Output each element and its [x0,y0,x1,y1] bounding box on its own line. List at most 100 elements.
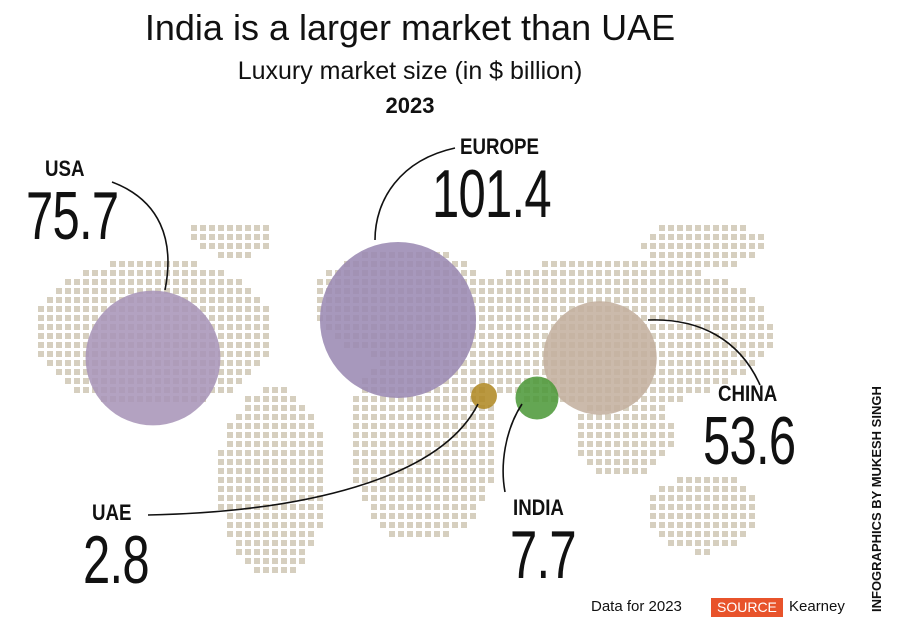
map-dot [371,468,377,474]
map-dot [623,270,629,276]
map-dot [578,432,584,438]
map-dot [695,306,701,312]
map-dot [677,360,683,366]
map-dot [731,234,737,240]
map-dot [443,387,449,393]
map-dot [290,477,296,483]
map-dot [245,522,251,528]
map-dot [479,324,485,330]
map-dot [722,486,728,492]
map-dot [632,288,638,294]
map-dot [677,351,683,357]
map-dot [317,468,323,474]
map-dot [632,306,638,312]
map-dot [299,477,305,483]
map-dot [713,378,719,384]
map-dot [578,270,584,276]
map-dot [371,477,377,483]
map-dot [308,477,314,483]
map-dot [317,306,323,312]
map-dot [425,450,431,456]
map-dot [281,504,287,510]
map-dot [272,567,278,573]
map-dot [434,414,440,420]
map-dot [272,459,278,465]
map-dot [254,540,260,546]
map-dot [425,486,431,492]
map-dot [425,396,431,402]
map-dot [245,252,251,258]
map-dot [191,297,197,303]
map-dot [83,333,89,339]
map-dot [407,513,413,519]
map-dot [236,468,242,474]
map-dot [686,288,692,294]
map-dot [227,324,233,330]
map-dot [740,243,746,249]
map-dot [470,378,476,384]
map-dot [731,369,737,375]
map-dot [596,441,602,447]
map-dot [227,486,233,492]
map-dot [596,450,602,456]
map-dot [677,234,683,240]
map-dot [425,459,431,465]
map-dot [659,252,665,258]
map-dot [488,459,494,465]
map-dot [695,351,701,357]
map-dot [722,477,728,483]
map-dot [515,324,521,330]
map-dot [407,477,413,483]
map-dot [767,333,773,339]
map-dot [227,459,233,465]
map-dot [92,297,98,303]
map-dot [308,459,314,465]
map-dot [254,360,260,366]
map-dot [227,234,233,240]
map-dot [470,279,476,285]
map-dot [515,288,521,294]
map-dot [254,351,260,357]
map-dot [686,324,692,330]
map-dot [452,513,458,519]
map-dot [227,279,233,285]
map-dot [713,477,719,483]
map-dot [56,306,62,312]
map-dot [713,288,719,294]
map-dot [299,468,305,474]
map-dot [461,513,467,519]
map-dot [731,531,737,537]
map-dot [416,414,422,420]
map-dot [704,495,710,501]
map-dot [263,351,269,357]
map-dot [281,468,287,474]
map-dot [299,414,305,420]
map-dot [380,459,386,465]
map-dot [83,378,89,384]
map-dot [443,252,449,258]
map-dot [227,252,233,258]
map-dot [443,531,449,537]
map-dot [524,270,530,276]
map-dot [83,324,89,330]
map-dot [479,495,485,501]
map-dot [182,288,188,294]
map-dot [209,315,215,321]
map-dot [677,378,683,384]
map-dot [677,369,683,375]
map-dot [101,279,107,285]
map-dot [272,531,278,537]
map-dot [380,423,386,429]
map-dot [65,315,71,321]
map-dot [362,423,368,429]
map-dot [614,432,620,438]
map-dot [254,324,260,330]
map-dot [173,288,179,294]
map-dot [668,342,674,348]
map-dot [686,225,692,231]
map-dot [722,234,728,240]
map-dot [551,306,557,312]
map-dot [263,324,269,330]
map-dot [380,414,386,420]
map-dot [236,441,242,447]
